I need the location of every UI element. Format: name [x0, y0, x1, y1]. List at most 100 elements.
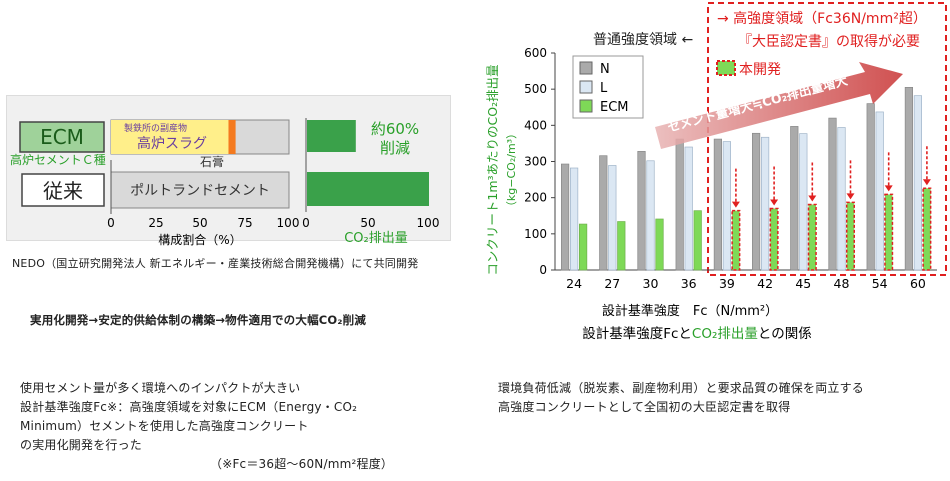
chart-title-part: との関係 — [758, 326, 812, 342]
description-line: Minimum）セメントを使用した高強度コンクリート — [20, 419, 309, 433]
x-tick-label: 60 — [910, 276, 926, 291]
reduction-arrow-head — [770, 199, 779, 206]
reduction-arrow-head — [808, 195, 817, 202]
co2-tick: 0 — [302, 216, 310, 230]
bar-l — [875, 111, 884, 271]
composition-panel — [6, 95, 451, 241]
bar-l — [569, 167, 579, 271]
composition-tick: 0 — [107, 216, 115, 230]
y-tick-label: 0 — [539, 263, 547, 277]
bar-n — [790, 126, 799, 271]
bar-n — [828, 117, 837, 271]
description-footnote: （※Fc＝36超～60N/mm²程度） — [210, 457, 394, 471]
co2-tick: 100 — [417, 216, 440, 230]
bar-n — [866, 103, 875, 271]
slag-label: 高炉スラグ — [137, 135, 207, 152]
composition-axis-label: 構成割合（%） — [158, 232, 241, 247]
trend-arrow — [655, 62, 903, 149]
x-tick-label: 45 — [795, 276, 811, 291]
development-swatch — [716, 60, 736, 76]
composition-tick: 50 — [192, 216, 207, 230]
description-left: 使用セメント量が多く環境へのインパクトが大きい 設計基準強度Fc※：高強度領域を… — [20, 379, 393, 474]
gypsum-label: 石膏 — [200, 154, 224, 169]
bar-ecm — [807, 203, 817, 271]
bar-ecm — [655, 218, 664, 271]
gypsum-segment — [228, 120, 236, 154]
portland-bar — [110, 171, 290, 209]
chart-title-part: 設計基準強度Fcと — [582, 325, 692, 342]
description-line: 環境負荷低減（脱炭素、副産物利用）と要求品質の確保を両立する — [498, 381, 865, 395]
chart-title: 設計基準強度FcとCO₂排出量との関係 — [582, 325, 812, 342]
legend-label-n: N — [600, 62, 610, 77]
x-tick-label: 54 — [872, 276, 888, 291]
legend-swatch-l — [579, 80, 593, 94]
bar-n — [713, 138, 722, 271]
x-tick-label: 48 — [834, 276, 850, 291]
y-tick-label: 100 — [524, 227, 547, 241]
x-tick-label: 39 — [719, 276, 735, 291]
development-label: 本開発 — [739, 62, 781, 78]
legend-label-ecm: ECM — [600, 100, 629, 115]
description-line: 高強度コンクリートとして全国初の大臣認定書を取得 — [498, 400, 791, 414]
x-axis-label: 設計基準強度 Fc（N/mm²） — [602, 303, 778, 319]
reduction-arrow-head — [846, 193, 855, 200]
x-tick-label: 36 — [681, 276, 697, 291]
x-tick-label: 30 — [643, 276, 659, 291]
co2-emission-chart: コンクリート1m³あたりのCO₂排出量 （kg−CO₂/m³） 普通強度領域 ←… — [485, 2, 947, 342]
bar-ecm — [846, 201, 855, 271]
y-axis-label: コンクリート1m³あたりのCO₂排出量 — [485, 64, 500, 275]
bar-n — [675, 138, 684, 271]
bar-l — [684, 146, 693, 271]
description-right: 環境負荷低減（脱炭素、副産物利用）と要求品質の確保を両立する 高強度コンクリート… — [498, 379, 864, 417]
y-tick-label: 200 — [524, 191, 547, 205]
y-tick-label: 400 — [524, 118, 547, 132]
y-tick-label: 500 — [524, 82, 547, 96]
bar-n — [752, 132, 761, 271]
reduction-arrow-head — [884, 185, 893, 192]
ecm-box-label: ECM — [40, 125, 84, 149]
description-line: 設計基準強度Fc※：高強度領域を対象にECM（Energy・CO₂ — [20, 400, 358, 414]
legend-swatch-n — [579, 61, 593, 75]
reduction-label-2: 削減 — [380, 139, 410, 157]
conventional-box-label: 従来 — [43, 179, 83, 203]
composition-diagram: ECM 高炉セメントＣ種 製鉄所の副産物 高炉スラグ 石膏 従来 ポルトランドセ… — [10, 118, 440, 247]
bar-l — [722, 141, 731, 271]
legend-label-l: L — [600, 81, 608, 96]
chart-title-part-highlight: CO₂排出量 — [692, 326, 758, 342]
co2-bar-conventional — [307, 172, 429, 206]
bar-n — [560, 163, 570, 271]
x-tick-label: 27 — [604, 276, 620, 291]
bar-ecm — [693, 210, 702, 271]
ecm-box — [19, 121, 105, 153]
normal-region-label: 普通強度領域 ← — [593, 31, 693, 48]
y-tick-label: 300 — [524, 155, 547, 169]
bar-l — [608, 165, 617, 271]
bar-ecm — [578, 223, 588, 271]
bar-l — [837, 127, 846, 271]
development-flow: 実用化開発→安定的供給体制の構築→物件適用での大幅CO₂削減 — [30, 313, 367, 327]
bar-l — [761, 136, 770, 271]
nedo-note: NEDO（国立研究開発法人 新エネルギー・産業技術総合開発機構）にて共同開発 — [12, 257, 419, 270]
x-tick-label: 42 — [757, 276, 773, 291]
bar-l — [913, 95, 922, 271]
co2-bar-ecm — [307, 120, 356, 152]
bar-ecm — [922, 187, 932, 271]
reduction-arrow-head — [731, 201, 740, 208]
composition-tick: 100 — [277, 216, 300, 230]
certificate-label: 『大臣認定書』の取得が必要 — [738, 33, 920, 50]
y-axis-unit: （kg−CO₂/m³） — [505, 128, 518, 212]
high-strength-region — [707, 2, 947, 276]
bar-l — [799, 133, 808, 271]
composition-tick: 75 — [237, 216, 252, 230]
bar-n — [904, 87, 913, 271]
bar-l — [646, 160, 655, 271]
bar-ecm — [731, 209, 741, 271]
slag-segment — [111, 120, 229, 154]
conventional-box — [21, 173, 105, 207]
legend-swatch-ecm — [579, 99, 593, 113]
bar-n — [637, 151, 646, 271]
x-tick-label: 24 — [566, 276, 582, 291]
reduction-arrow-head — [922, 179, 931, 186]
description-line: の実用化開発を行った — [20, 438, 143, 452]
y-tick-label: 600 — [524, 46, 547, 60]
